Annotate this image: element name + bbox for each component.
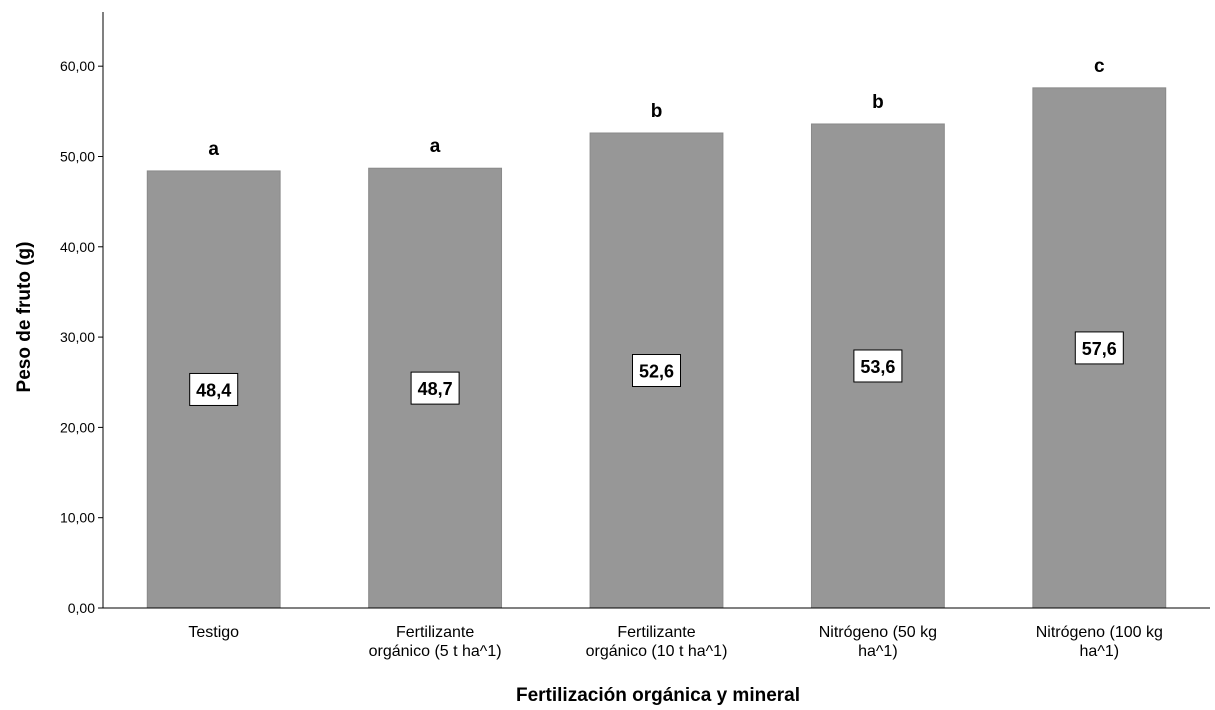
- value-label-1: 48,4: [196, 380, 231, 400]
- x-tick-label-line: orgánico (5 t ha^1): [369, 643, 502, 660]
- x-tick-label-line: orgánico (10 t ha^1): [586, 643, 728, 660]
- value-label-box-3: [632, 354, 681, 388]
- x-tick-label-4: Nitrógeno (50 kg ha^1): [819, 624, 937, 660]
- y-tick-label: 30,00: [60, 329, 95, 345]
- y-tick-label: 10,00: [60, 510, 95, 526]
- x-tick-label-line: Testigo: [188, 624, 239, 641]
- value-label-box-5: [1074, 331, 1124, 365]
- value-label-2: 48,7: [418, 379, 453, 399]
- labels-layer: a 48,4 a 48,7 b 52,6 b 53,6 c 57,6: [189, 56, 1124, 406]
- bars-layer: [146, 87, 1167, 609]
- y-tick-label: 60,00: [60, 58, 95, 74]
- value-label-5: 57,6: [1082, 339, 1117, 359]
- x-tick-label-line: Fertilizante: [396, 624, 474, 641]
- value-label-4: 53,6: [860, 357, 895, 377]
- x-tick-label-5: Nitrógeno (100 kg ha^1): [1036, 624, 1163, 660]
- significance-letter-1: a: [208, 139, 219, 160]
- x-tick-label-line: Fertilizante: [617, 624, 695, 641]
- y-axis-title: Peso de fruto (g): [14, 242, 35, 393]
- value-label-box-2: [410, 371, 460, 405]
- x-tick-label-1: Testigo: [188, 624, 239, 641]
- x-tick-label-line: ha^1): [1080, 643, 1120, 660]
- y-tick-label: 20,00: [60, 419, 95, 435]
- x-tick-label-3: Fertilizante orgánico (10 t ha^1): [586, 624, 728, 660]
- value-label-3: 52,6: [639, 362, 674, 382]
- value-label-box-1: [189, 372, 239, 406]
- y-tick-label: 50,00: [60, 148, 95, 164]
- value-label-box-4: [853, 349, 903, 383]
- x-tick-label-line: Nitrógeno (100 kg: [1036, 624, 1163, 641]
- y-tick-label: 40,00: [60, 239, 95, 255]
- y-tick-label: 0,00: [68, 600, 95, 616]
- significance-letter-3: b: [651, 101, 663, 122]
- x-tick-label-line: Nitrógeno (50 kg: [819, 624, 937, 641]
- significance-letter-2: a: [430, 136, 441, 157]
- significance-letter-4: b: [872, 92, 884, 113]
- significance-letter-5: c: [1094, 56, 1105, 77]
- axes-layer: 0,00 10,00 20,00 30,00 40,00 50,00 60,00 Testig…: [60, 12, 1210, 660]
- x-tick-label-line: ha^1): [858, 643, 898, 660]
- x-tick-label-2: Fertilizante orgánico (5 t ha^1): [369, 624, 502, 660]
- x-axis-title: Fertilización orgánica y mineral: [516, 685, 800, 706]
